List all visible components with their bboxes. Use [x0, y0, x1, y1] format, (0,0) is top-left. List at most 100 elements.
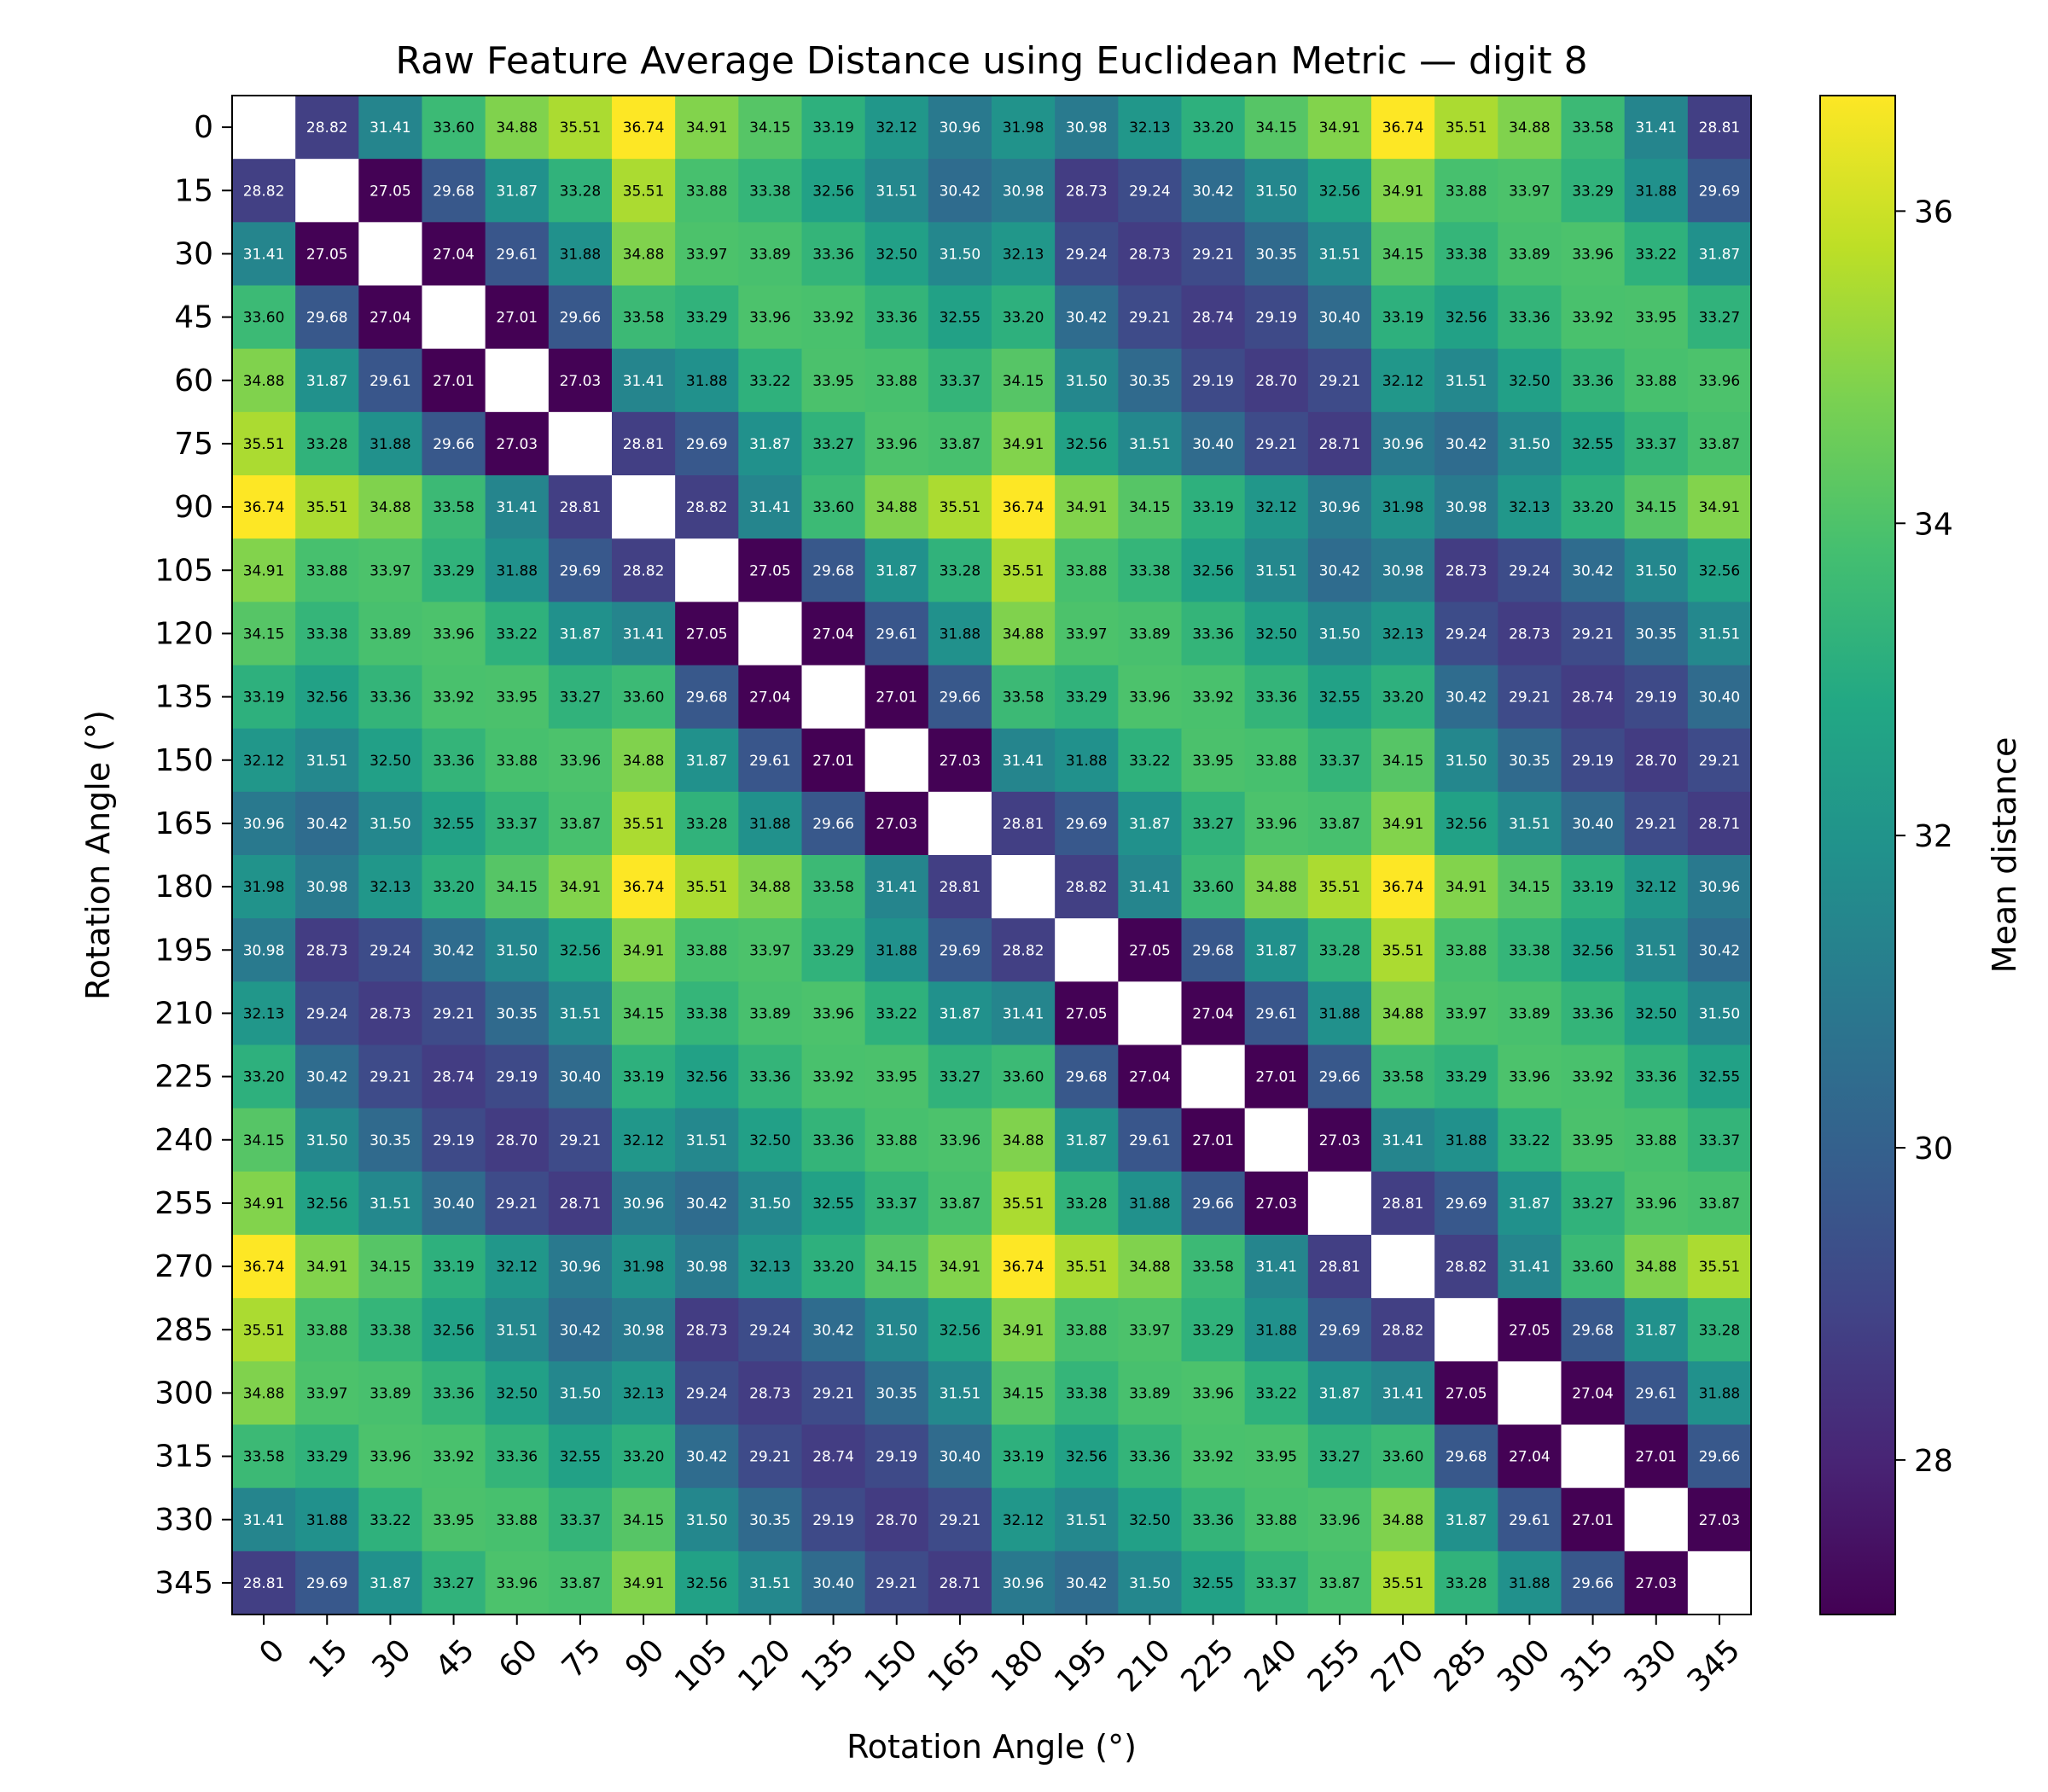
heatmap-cell-label: 33.92 [812, 310, 854, 327]
heatmap-cell [738, 1551, 803, 1615]
heatmap-cell [1434, 348, 1498, 413]
heatmap-cell [232, 665, 296, 730]
heatmap-cell-label: 33.38 [686, 1005, 728, 1022]
heatmap-cell-label: 33.97 [749, 942, 791, 959]
heatmap-cell-label: 30.42 [1446, 689, 1487, 707]
heatmap-cell-label: 30.42 [1192, 183, 1234, 200]
heatmap-cell-label: 33.22 [876, 1005, 917, 1022]
heatmap-cell [1118, 728, 1183, 793]
heatmap-cell-label: 33.60 [433, 119, 474, 137]
heatmap-cell [1561, 855, 1626, 919]
heatmap-cell [485, 1298, 550, 1362]
heatmap-cell-label: 29.66 [1699, 1449, 1741, 1466]
heatmap-cell-label: 34.88 [1003, 625, 1044, 643]
y-tick-label: 150 [154, 743, 213, 778]
heatmap-cell [232, 1551, 296, 1615]
heatmap-cell-label: 33.28 [1066, 1196, 1108, 1213]
heatmap-cell-label: 28.71 [940, 1575, 981, 1592]
heatmap-cell-label: 34.15 [1003, 373, 1044, 390]
heatmap-cell-label: 30.40 [940, 1449, 981, 1466]
heatmap-cell-label: 30.35 [1509, 753, 1551, 770]
heatmap-cell-label: 29.21 [1319, 373, 1361, 390]
heatmap-cell [1498, 855, 1562, 919]
heatmap-cell-label: 29.24 [306, 1005, 348, 1022]
heatmap-cell [1498, 96, 1562, 160]
heatmap-cell-label: 32.56 [306, 689, 348, 707]
heatmap-cell-label: 33.97 [1446, 1005, 1487, 1022]
heatmap-cell [612, 348, 676, 413]
heatmap-cell [1498, 1424, 1562, 1489]
heatmap-cell [1687, 1487, 1752, 1552]
heatmap-cell [675, 1424, 739, 1489]
heatmap-cell-label: 28.73 [1066, 183, 1108, 200]
heatmap-cell-label: 33.38 [749, 183, 791, 200]
heatmap-cell [295, 1044, 359, 1109]
heatmap-cell [675, 222, 739, 287]
heatmap-cell-label: 33.28 [940, 562, 981, 579]
x-tick-label: 90 [619, 1632, 671, 1684]
heatmap-cell [548, 1235, 613, 1299]
heatmap-cell-label: 29.21 [560, 1132, 602, 1149]
heatmap-cell-label: 30.42 [1572, 562, 1614, 579]
heatmap-cell-label: 33.22 [1255, 1385, 1297, 1402]
heatmap-cell-label: 36.74 [1382, 119, 1424, 137]
heatmap-cell-label: 29.69 [1699, 183, 1741, 200]
heatmap-cell [232, 981, 296, 1046]
x-tick-label: 15 [302, 1632, 354, 1684]
heatmap-cell-label: 34.15 [1635, 499, 1677, 516]
heatmap-cell-label: 28.73 [306, 942, 348, 959]
heatmap-cell-label: 30.98 [243, 942, 285, 959]
heatmap-cell-label: 34.91 [1382, 183, 1424, 200]
heatmap-cell-label: 27.04 [433, 246, 474, 263]
heatmap-cell-label: 32.12 [1382, 373, 1424, 390]
heatmap-cell-label: 34.88 [876, 499, 917, 516]
heatmap-cell [295, 222, 359, 287]
heatmap-cell [1434, 1108, 1498, 1172]
heatmap-cell-blank [295, 159, 359, 223]
heatmap-cell-label: 35.51 [243, 436, 285, 453]
heatmap-cell-label: 29.66 [812, 816, 854, 833]
heatmap-cell [548, 285, 613, 350]
heatmap-cell-label: 30.96 [1003, 1575, 1044, 1592]
heatmap-cell [1307, 1361, 1372, 1426]
heatmap-cell-label: 33.36 [1129, 1449, 1171, 1466]
heatmap-cell-label: 33.37 [560, 1512, 602, 1529]
heatmap-cell-label: 31.50 [1319, 625, 1361, 643]
heatmap-cell [1181, 791, 1246, 856]
heatmap-cell [1498, 1108, 1562, 1172]
heatmap-cell-label: 33.88 [876, 373, 917, 390]
heatmap-cell [1307, 665, 1372, 730]
heatmap-cell [232, 411, 296, 476]
heatmap-cell-label: 28.73 [1509, 625, 1551, 643]
heatmap-cell-label: 33.60 [1192, 879, 1234, 896]
heatmap-cell-label: 31.88 [1066, 753, 1108, 770]
heatmap-cell [928, 1298, 992, 1362]
heatmap-cell [1118, 1044, 1183, 1109]
heatmap-cell [1498, 1044, 1562, 1109]
heatmap-cell [1244, 918, 1309, 982]
heatmap-cell-label: 30.98 [306, 879, 348, 896]
heatmap-cell-label: 31.50 [306, 1132, 348, 1149]
heatmap-cell-label: 27.03 [940, 753, 981, 770]
heatmap-cell [1118, 222, 1183, 287]
heatmap-cell [1498, 1551, 1562, 1615]
heatmap-cell [1561, 285, 1626, 350]
heatmap-cell [928, 159, 992, 223]
heatmap-cell-label: 33.96 [1255, 816, 1297, 833]
heatmap-cell-label: 29.24 [1129, 183, 1171, 200]
heatmap-cell-label: 31.87 [369, 1575, 411, 1592]
heatmap-cell-label: 29.68 [812, 562, 854, 579]
heatmap-cell-label: 31.41 [623, 373, 665, 390]
heatmap-cell [1055, 1235, 1119, 1299]
heatmap-cell [864, 1361, 929, 1426]
heatmap-cell [485, 665, 550, 730]
heatmap-cell [1434, 918, 1498, 982]
heatmap-cell [928, 1424, 992, 1489]
heatmap-cell [1498, 159, 1562, 223]
heatmap-cell [295, 665, 359, 730]
heatmap-cell-label: 31.41 [243, 1512, 285, 1529]
heatmap-cell [1687, 1361, 1752, 1426]
heatmap-cell [295, 855, 359, 919]
heatmap-cell-label: 32.12 [876, 119, 917, 137]
heatmap-cell [928, 348, 992, 413]
